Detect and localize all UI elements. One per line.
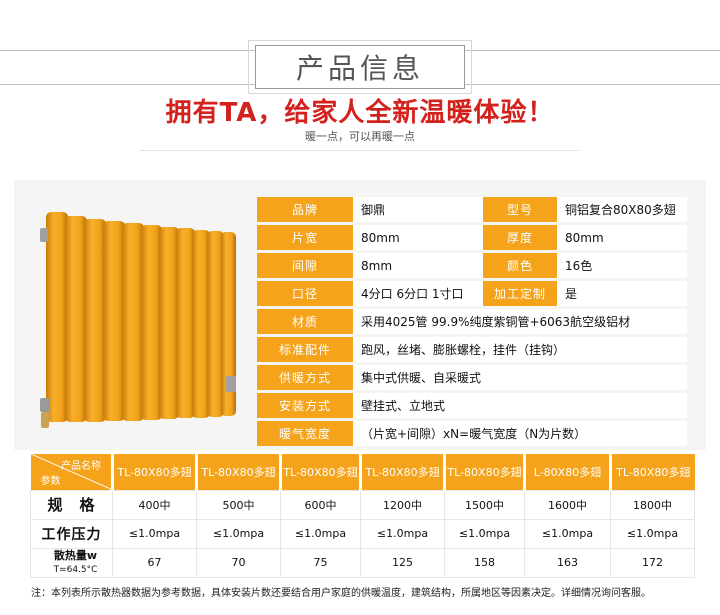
model-name: TL-80X80多翅 xyxy=(280,454,362,490)
spec-cell: 400中 xyxy=(112,489,197,520)
spec-value: 80mm xyxy=(557,225,687,250)
spec-label: 型号 xyxy=(483,197,557,222)
heat-cell: 158 xyxy=(444,547,525,578)
corner-param-label: 参数 xyxy=(40,475,61,487)
divider xyxy=(140,150,580,151)
spec-row: 品牌 御鼎 型号 铜铝复合80X80多翅 xyxy=(257,197,687,222)
subslogan: 暖一点，可以再暖一点 xyxy=(305,130,415,143)
spec-label: 供暖方式 xyxy=(257,365,353,390)
pressure-cell: ≤1.0mpa xyxy=(610,518,695,549)
spec-cell: 1200中 xyxy=(360,489,445,520)
spec-value: 16色 xyxy=(557,253,687,278)
slogan: 拥有TA，给家人全新温暖体验！ xyxy=(165,98,555,128)
model-name: L-80X80多翅 xyxy=(524,454,612,490)
heat-cell: 67 xyxy=(112,547,197,578)
pressure-cell: ≤1.0mpa xyxy=(444,518,525,549)
heat-cell: 163 xyxy=(524,547,611,578)
spec-cell: 1800中 xyxy=(610,489,695,520)
corner-cell: 产品名称 参数 xyxy=(30,454,114,490)
spec-value: （片宽+间隙）xN=暖气宽度（N为片数） xyxy=(353,421,687,446)
spec-row: 片宽 80mm 厚度 80mm xyxy=(257,225,687,250)
model-name: TL-80X80多翅 xyxy=(360,454,446,490)
spec-value: 跑风，丝堵、膨胀螺栓，挂件（挂钩） xyxy=(353,337,687,362)
table-row-pressure: 工作压力 ≤1.0mpa ≤1.0mpa ≤1.0mpa ≤1.0mpa ≤1.… xyxy=(30,518,695,549)
spec-label: 品牌 xyxy=(257,197,353,222)
spec-row: 暖气宽度 （片宽+间隙）xN=暖气宽度（N为片数） xyxy=(257,421,687,446)
pressure-cell: ≤1.0mpa xyxy=(360,518,445,549)
heat-cell: 70 xyxy=(196,547,281,578)
pressure-row-label: 工作压力 xyxy=(30,518,113,549)
spec-row: 供暖方式 集中式供暖、自采暖式 xyxy=(257,365,687,390)
model-name: TL-80X80多翅 xyxy=(112,454,198,490)
spec-value: 4分口 6分口 1寸口 xyxy=(353,281,483,306)
spec-label: 标准配件 xyxy=(257,337,353,362)
spec-label: 材质 xyxy=(257,309,353,334)
pressure-cell: ≤1.0mpa xyxy=(112,518,197,549)
spec-value: 是 xyxy=(557,281,687,306)
page-title: 产品信息 xyxy=(255,45,465,89)
radiator-image xyxy=(40,212,236,428)
spec-label: 厚度 xyxy=(483,225,557,250)
model-table: 产品名称 参数 TL-80X80多翅 TL-80X80多翅 TL-80X80多翅… xyxy=(30,454,695,578)
spec-cell: 600中 xyxy=(280,489,361,520)
spec-value: 御鼎 xyxy=(353,197,483,222)
spec-row: 口径 4分口 6分口 1寸口 加工定制是 xyxy=(257,281,687,306)
spec-cell: 1600中 xyxy=(524,489,611,520)
spec-value: 集中式供暖、自采暖式 xyxy=(353,365,687,390)
heat-row-label: 散热量w T=64.5°C xyxy=(30,547,113,578)
spec-value: 80mm xyxy=(353,225,483,250)
model-table-header: 产品名称 参数 TL-80X80多翅 TL-80X80多翅 TL-80X80多翅… xyxy=(30,454,695,490)
spec-label: 加工定制 xyxy=(483,281,557,306)
spec-label: 间隙 xyxy=(257,253,353,278)
spec-value: 壁挂式、立地式 xyxy=(353,393,687,418)
table-row-spec: 规 格 400中 500中 600中 1200中 1500中 1600中 180… xyxy=(30,489,695,520)
spec-value: 采用4025管 99.9%纯度紫铜管+6063航空级铝材 xyxy=(353,309,687,334)
corner-product-label: 产品名称 xyxy=(61,461,101,472)
header-title-frame xyxy=(248,40,472,94)
spec-row-label: 规 格 xyxy=(30,489,113,520)
heat-cell: 125 xyxy=(360,547,445,578)
table-row-heat: 散热量w T=64.5°C 67 70 75 125 158 163 172 xyxy=(30,547,695,578)
heat-cell: 75 xyxy=(280,547,361,578)
spec-label: 口径 xyxy=(257,281,353,306)
spec-label: 片宽 xyxy=(257,225,353,250)
spec-value: 8mm xyxy=(353,253,483,278)
pressure-cell: ≤1.0mpa xyxy=(280,518,361,549)
model-name: TL-80X80多翅 xyxy=(444,454,526,490)
spec-row: 标准配件 跑风，丝堵、膨胀螺栓，挂件（挂钩） xyxy=(257,337,687,362)
footnote: 注：本列表所示散热器数据为参考数据，具体安装片数还要结合用户家庭的供暖温度，建筑… xyxy=(31,588,651,599)
spec-value: 铜铝复合80X80多翅 xyxy=(557,197,687,222)
spec-row: 间隙 8mm 颜色 16色 xyxy=(257,253,687,278)
spec-cell: 500中 xyxy=(196,489,281,520)
heat-cell: 172 xyxy=(610,547,695,578)
pressure-cell: ≤1.0mpa xyxy=(524,518,611,549)
model-name: TL-80X80多翅 xyxy=(610,454,695,490)
heat-label: 散热量w xyxy=(53,548,98,562)
spec-cell: 1500中 xyxy=(444,489,525,520)
spec-row: 材质 采用4025管 99.9%纯度紫铜管+6063航空级铝材 xyxy=(257,309,687,334)
pressure-cell: ≤1.0mpa xyxy=(196,518,281,549)
spec-label: 暖气宽度 xyxy=(257,421,353,446)
heat-temperature: T=64.5°C xyxy=(53,564,98,575)
spec-row: 安装方式 壁挂式、立地式 xyxy=(257,393,687,418)
model-name: TL-80X80多翅 xyxy=(196,454,282,490)
spec-table: 品牌 御鼎 型号 铜铝复合80X80多翅 片宽 80mm 厚度 80mm 间隙 8mm 颜色 16色口… xyxy=(257,194,687,449)
spec-label: 安装方式 xyxy=(257,393,353,418)
spec-label: 颜色 xyxy=(483,253,557,278)
